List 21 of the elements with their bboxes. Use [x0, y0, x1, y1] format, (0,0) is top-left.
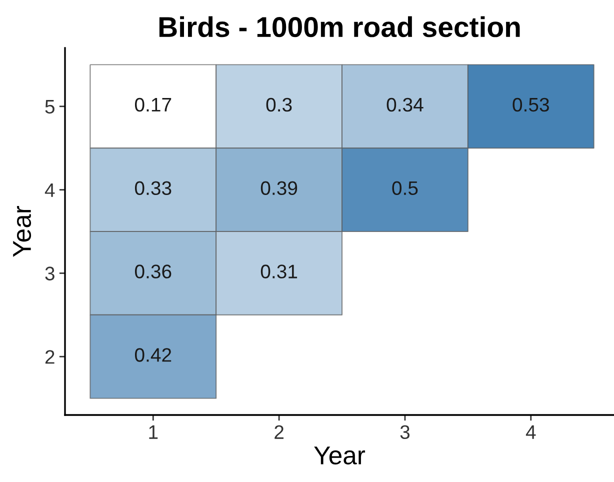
x-tick-label: 2 — [274, 425, 284, 439]
data-label: 0.3 — [266, 98, 292, 112]
data-label: 0.42 — [134, 348, 172, 362]
data-label: 0.31 — [260, 264, 298, 278]
y-tick-label: 2 — [45, 350, 54, 364]
x-tick-label: 1 — [149, 425, 158, 439]
y-tick-label: 3 — [45, 266, 54, 280]
y-axis-title: Year — [13, 206, 32, 257]
data-label: 0.5 — [392, 181, 418, 196]
data-label: 0.17 — [134, 98, 172, 112]
data-label: 0.53 — [512, 98, 549, 112]
chart-title: Birds - 1000m road section — [159, 16, 520, 38]
y-tick-label: 5 — [45, 100, 54, 114]
x-axis-title: Year — [314, 446, 366, 464]
data-label: 0.36 — [134, 264, 172, 278]
x-tick-label: 3 — [400, 425, 410, 440]
y-tick-label: 4 — [44, 183, 55, 197]
data-label: 0.34 — [386, 98, 424, 112]
x-tick-label: 4 — [526, 425, 536, 439]
data-label: 0.39 — [260, 181, 298, 196]
data-label: 0.33 — [134, 181, 172, 196]
